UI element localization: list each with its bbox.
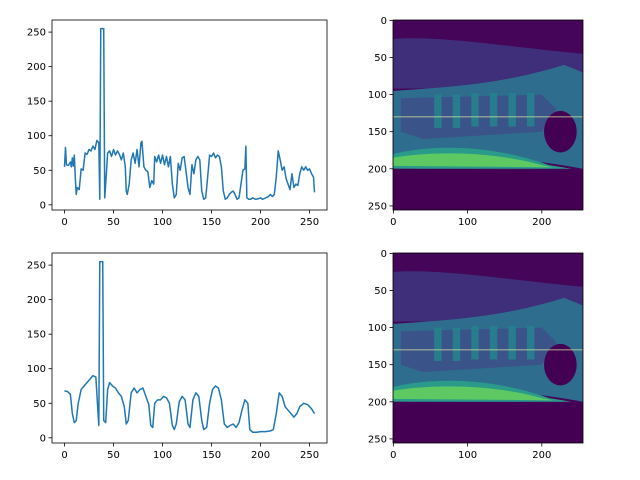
axes-frame bbox=[392, 19, 584, 211]
y-tick-label: 50 bbox=[33, 399, 46, 410]
y-tick-label: 50 bbox=[374, 53, 387, 64]
x-tick-label: 200 bbox=[532, 450, 551, 461]
x-tick-label: 150 bbox=[202, 450, 221, 461]
x-tick-label: 250 bbox=[300, 450, 319, 461]
axes-frame bbox=[392, 252, 584, 444]
y-tick-label: 200 bbox=[368, 164, 387, 175]
scan-image bbox=[393, 253, 583, 443]
x-tick-label: 50 bbox=[107, 450, 120, 461]
y-tick-label: 100 bbox=[27, 364, 46, 375]
y-tick-label: 150 bbox=[27, 330, 46, 341]
x-tick-label: 50 bbox=[107, 217, 120, 228]
y-tick-label: 200 bbox=[27, 62, 46, 73]
y-tick-label: 150 bbox=[27, 97, 46, 108]
y-tick-label: 100 bbox=[27, 131, 46, 142]
y-tick-label: 0 bbox=[40, 433, 46, 444]
x-tick-label: 200 bbox=[251, 217, 270, 228]
axes-frame bbox=[51, 252, 328, 444]
x-tick-label: 100 bbox=[153, 217, 172, 228]
data-line bbox=[63, 27, 316, 201]
image-area bbox=[393, 20, 583, 210]
x-tick-label: 0 bbox=[390, 450, 396, 461]
data-line bbox=[64, 260, 316, 434]
scan-image bbox=[393, 20, 583, 210]
x-tick-label: 0 bbox=[61, 217, 67, 228]
y-tick-label: 50 bbox=[33, 166, 46, 177]
axes-frame bbox=[51, 19, 328, 211]
x-tick-label: 100 bbox=[153, 450, 172, 461]
y-tick-label: 150 bbox=[368, 127, 387, 138]
x-tick-label: 100 bbox=[458, 217, 477, 228]
y-tick-label: 0 bbox=[40, 200, 46, 211]
x-tick-label: 200 bbox=[532, 217, 551, 228]
x-tick-label: 200 bbox=[251, 450, 270, 461]
y-tick-label: 200 bbox=[27, 295, 46, 306]
y-tick-label: 0 bbox=[381, 249, 387, 260]
y-tick-label: 50 bbox=[374, 286, 387, 297]
y-tick-label: 250 bbox=[368, 201, 387, 212]
x-tick-label: 0 bbox=[390, 217, 396, 228]
x-tick-label: 150 bbox=[202, 217, 221, 228]
image-area bbox=[393, 253, 583, 443]
y-tick-label: 250 bbox=[27, 28, 46, 39]
y-tick-label: 250 bbox=[27, 261, 46, 272]
y-tick-label: 100 bbox=[368, 90, 387, 101]
y-tick-label: 150 bbox=[368, 360, 387, 371]
y-tick-label: 250 bbox=[368, 434, 387, 445]
x-tick-label: 0 bbox=[61, 450, 67, 461]
y-tick-label: 0 bbox=[381, 16, 387, 27]
x-tick-label: 250 bbox=[300, 217, 319, 228]
y-tick-label: 100 bbox=[368, 323, 387, 334]
y-tick-label: 200 bbox=[368, 397, 387, 408]
x-tick-label: 100 bbox=[458, 450, 477, 461]
